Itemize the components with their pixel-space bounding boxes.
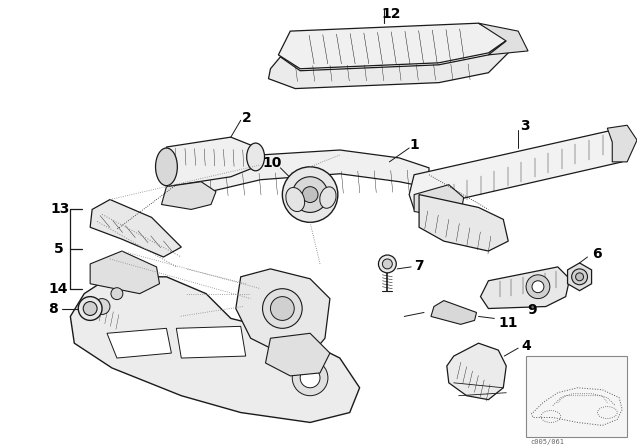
Polygon shape	[479, 23, 528, 55]
Text: 1: 1	[409, 138, 419, 152]
Circle shape	[94, 299, 110, 314]
Polygon shape	[177, 150, 429, 199]
Circle shape	[292, 177, 328, 212]
Circle shape	[572, 269, 588, 285]
Polygon shape	[481, 267, 570, 309]
Polygon shape	[161, 182, 216, 209]
Text: 7: 7	[414, 259, 424, 273]
Circle shape	[300, 368, 320, 388]
Circle shape	[526, 275, 550, 299]
Polygon shape	[107, 328, 172, 358]
Circle shape	[532, 281, 544, 293]
Text: 3: 3	[520, 119, 530, 133]
Polygon shape	[568, 263, 591, 291]
Text: 2: 2	[242, 111, 252, 125]
Polygon shape	[90, 251, 159, 293]
Text: 9: 9	[527, 303, 537, 318]
Polygon shape	[278, 23, 508, 69]
Text: 5: 5	[54, 242, 63, 256]
Ellipse shape	[246, 143, 264, 171]
Polygon shape	[236, 269, 330, 356]
Circle shape	[383, 259, 392, 269]
Ellipse shape	[320, 187, 336, 208]
Polygon shape	[269, 41, 508, 89]
Text: 8: 8	[47, 302, 58, 315]
Text: c005/061: c005/061	[530, 439, 564, 445]
Text: 4: 4	[521, 339, 531, 353]
Polygon shape	[266, 333, 330, 376]
Text: 14: 14	[49, 282, 68, 296]
Circle shape	[262, 289, 302, 328]
Polygon shape	[409, 130, 622, 209]
Circle shape	[292, 360, 328, 396]
Polygon shape	[447, 343, 506, 400]
Text: 13: 13	[51, 202, 70, 216]
Circle shape	[78, 297, 102, 320]
Circle shape	[83, 302, 97, 315]
Polygon shape	[414, 185, 463, 217]
Polygon shape	[431, 301, 477, 324]
Circle shape	[111, 288, 123, 300]
Circle shape	[282, 167, 338, 222]
Polygon shape	[166, 137, 255, 187]
Polygon shape	[177, 326, 246, 358]
Bar	[526, 356, 627, 437]
Circle shape	[378, 255, 396, 273]
Polygon shape	[419, 194, 508, 251]
Polygon shape	[90, 199, 181, 257]
Text: 11: 11	[499, 316, 518, 330]
Ellipse shape	[156, 148, 177, 185]
Circle shape	[302, 187, 318, 202]
Text: 10: 10	[263, 156, 282, 170]
Circle shape	[575, 273, 584, 281]
Polygon shape	[607, 125, 637, 162]
Circle shape	[271, 297, 294, 320]
Text: 12: 12	[381, 7, 401, 21]
Text: 6: 6	[593, 247, 602, 261]
Ellipse shape	[286, 188, 305, 211]
Polygon shape	[70, 277, 360, 422]
